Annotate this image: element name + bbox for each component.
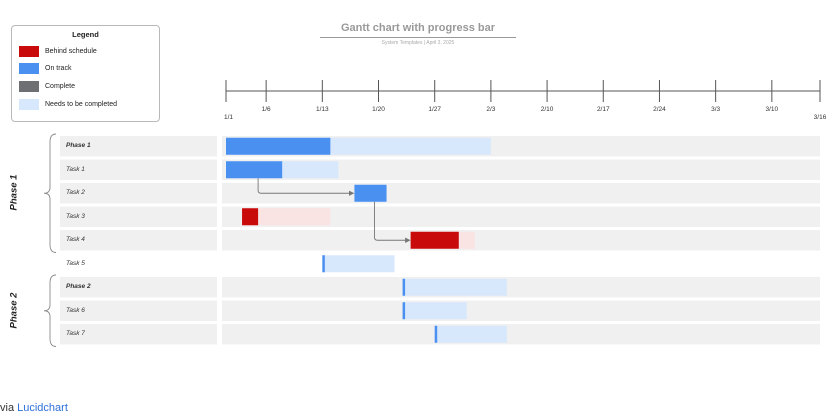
legend-label-behind: Behind schedule bbox=[45, 48, 97, 55]
row-label-task-4: Task 4 bbox=[66, 236, 85, 243]
legend-swatch-complete bbox=[19, 81, 39, 92]
credit-line: via Lucidchart bbox=[0, 402, 68, 414]
dependency-arrow-0 bbox=[257, 178, 355, 196]
bar-remaining-task-7 bbox=[434, 325, 507, 343]
axis-tick-label-6: 2/10 bbox=[541, 106, 554, 113]
bar-remaining-task-5 bbox=[322, 255, 395, 273]
row-label-task-1: Task 1 bbox=[66, 165, 85, 173]
axis-tick-label-4: 1/27 bbox=[428, 106, 441, 113]
chart-header: Gantt chart with progress bar System Tem… bbox=[320, 22, 516, 46]
row-label-band-4 bbox=[60, 230, 217, 251]
legend-item-complete: Complete bbox=[19, 80, 75, 93]
row-band-4 bbox=[222, 230, 820, 251]
chart-subtitle: System Templates | April 3, 2025 bbox=[381, 40, 455, 46]
bar-progress-task-2 bbox=[354, 184, 387, 202]
bar-progress-task-4 bbox=[410, 231, 459, 249]
axis-tick-label-9: 3/3 bbox=[711, 106, 720, 113]
row-label-task-2: Task 2 bbox=[66, 189, 85, 196]
lucidchart-link[interactable]: Lucidchart bbox=[17, 402, 68, 414]
credit-prefix: via bbox=[0, 402, 18, 414]
row-label-band-7 bbox=[60, 300, 217, 321]
bar-progress-phase-2 bbox=[402, 278, 406, 296]
phase-brace-2 bbox=[43, 274, 57, 347]
row-band-1 bbox=[222, 159, 820, 180]
row-label-phase-2: Phase 2 bbox=[66, 283, 91, 290]
legend-label-on-track: On track bbox=[45, 65, 72, 72]
row-band-6 bbox=[222, 277, 820, 298]
row-label-task-6: Task 6 bbox=[66, 306, 85, 314]
row-label-task-7: Task 7 bbox=[66, 330, 85, 337]
axis-tick-label-8: 2/24 bbox=[653, 106, 666, 113]
bar-remaining-phase-2 bbox=[402, 278, 507, 296]
axis-tick-label-10: 3/10 bbox=[766, 106, 779, 113]
bar-progress-task-5 bbox=[322, 255, 325, 273]
row-label-phase-1: Phase 1 bbox=[66, 142, 91, 149]
legend-swatch-needs bbox=[19, 99, 39, 110]
legend: Legend Behind schedule On track Complete… bbox=[11, 25, 160, 122]
phase-label-1: Phase 1 bbox=[8, 174, 20, 211]
legend-swatch-behind bbox=[19, 46, 39, 57]
bar-remaining-task-3 bbox=[242, 208, 331, 226]
bar-progress-task-1 bbox=[226, 161, 283, 179]
bar-progress-task-6 bbox=[402, 302, 406, 320]
legend-item-on-track: On track bbox=[19, 62, 71, 75]
row-label-band-3 bbox=[60, 206, 217, 227]
legend-label-complete: Complete bbox=[45, 83, 75, 90]
axis-tick-label-5: 2/3 bbox=[486, 106, 495, 113]
bar-remaining-task-6 bbox=[402, 302, 467, 320]
axis-tick-label-2: 1/13 bbox=[316, 106, 329, 113]
bar-progress-task-7 bbox=[434, 325, 438, 343]
row-label-task-5: Task 5 bbox=[66, 259, 85, 267]
dependency-arrow-1 bbox=[374, 201, 411, 243]
row-band-7 bbox=[222, 300, 820, 321]
axis-tick-label-7: 2/17 bbox=[597, 106, 610, 113]
legend-item-needs: Needs to be completed bbox=[19, 98, 117, 111]
axis-tick-label-0: 1/1 bbox=[224, 114, 233, 121]
row-label-band-8 bbox=[60, 324, 217, 345]
axis-tick-label-11: 3/16 bbox=[814, 114, 827, 121]
title-underline bbox=[320, 37, 516, 38]
row-label-band-2 bbox=[60, 183, 217, 204]
legend-swatch-on-track bbox=[19, 63, 39, 74]
legend-label-needs: Needs to be completed bbox=[45, 101, 117, 108]
row-label-band-6 bbox=[60, 277, 217, 298]
axis-tick-label-1: 1/6 bbox=[262, 106, 271, 113]
row-band-8 bbox=[222, 324, 820, 345]
chart-title: Gantt chart with progress bar bbox=[340, 22, 496, 34]
row-label-band-0 bbox=[60, 136, 217, 157]
phase-label-2: Phase 2 bbox=[8, 292, 20, 329]
axis-tick-label-3: 1/20 bbox=[372, 106, 385, 113]
row-band-3 bbox=[222, 206, 820, 227]
phase-brace-1 bbox=[43, 133, 57, 253]
row-label-task-3: Task 3 bbox=[66, 212, 85, 220]
bar-progress-task-3 bbox=[242, 208, 259, 226]
bar-progress-phase-1 bbox=[226, 137, 331, 155]
legend-title: Legend bbox=[72, 30, 99, 39]
legend-item-behind: Behind schedule bbox=[19, 45, 97, 58]
row-label-band-1 bbox=[60, 159, 217, 180]
